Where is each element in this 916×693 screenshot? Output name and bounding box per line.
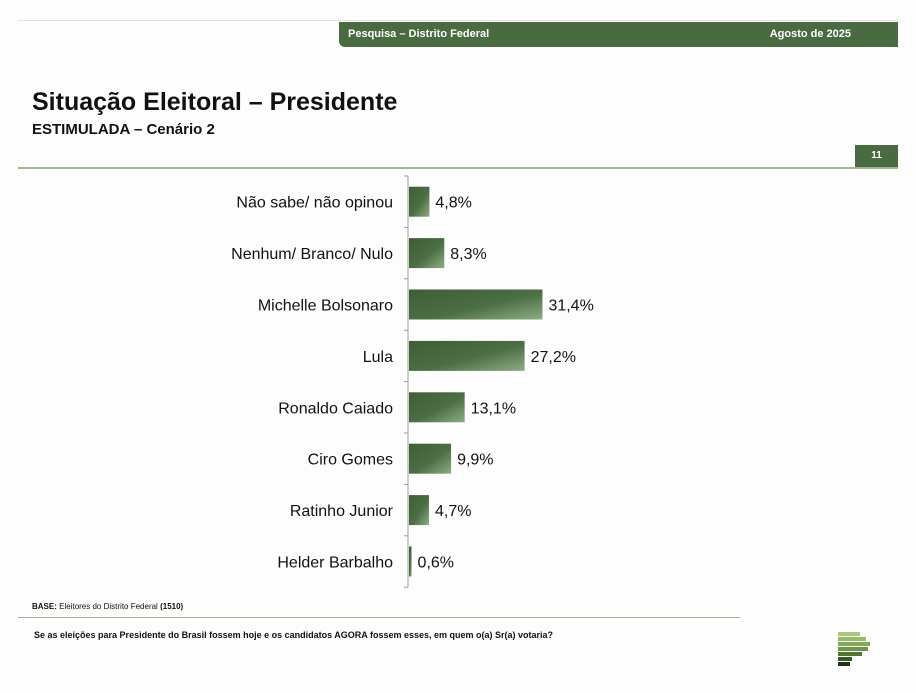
bar — [409, 546, 412, 577]
bar-value-label: 9,9% — [457, 452, 493, 469]
bar — [409, 392, 465, 423]
top-divider — [18, 20, 898, 21]
bar-value-label: 13,1% — [471, 400, 516, 417]
bar — [409, 186, 430, 217]
survey-label: Pesquisa – Distrito Federal — [348, 28, 490, 40]
category-label: Lula — [363, 349, 393, 366]
survey-date: Agosto de 2025 — [769, 28, 851, 40]
page-subtitle: ESTIMULADA – Cenário 2 — [32, 121, 215, 138]
bar-value-label: 8,3% — [450, 246, 486, 263]
page-title: Situação Eleitoral – Presidente — [32, 88, 398, 116]
bar-value-label: 0,6% — [418, 555, 454, 572]
header-bar: Pesquisa – Distrito Federal Agosto de 20… — [339, 22, 898, 47]
bar — [409, 340, 525, 371]
category-label: Ronaldo Caiado — [278, 400, 393, 417]
category-label: Não sabe/ não opinou — [236, 195, 393, 212]
bar-chart: Não sabe/ não opinou 4,8% Nenhum/ Branco/ … — [231, 175, 594, 588]
footer-divider — [18, 617, 740, 618]
brand-logo — [838, 632, 870, 666]
base-count: (1510) — [160, 602, 184, 611]
base-text: Eleitores do Distrito Federal — [59, 602, 158, 611]
bar-value-label: 27,2% — [531, 349, 576, 366]
bar — [409, 443, 452, 474]
survey-question: Se as eleições para Presidente do Brasil… — [34, 630, 554, 640]
bar-value-label: 31,4% — [548, 298, 593, 315]
base-prefix: BASE: — [32, 602, 57, 611]
bar-value-label: 4,7% — [435, 503, 471, 520]
category-label: Michelle Bolsonaro — [258, 298, 393, 315]
bar — [409, 238, 445, 269]
bar-value-label: 4,8% — [435, 195, 471, 212]
page-number-badge: 11 — [855, 145, 898, 167]
base-note: BASE: Eleitores do Distrito Federal (151… — [32, 602, 183, 611]
category-label: Ratinho Junior — [290, 503, 394, 520]
category-label: Ciro Gomes — [308, 452, 393, 469]
title-divider — [18, 167, 898, 169]
category-label: Helder Barbalho — [277, 555, 393, 572]
category-label: Nenhum/ Branco/ Nulo — [231, 246, 393, 263]
bar — [409, 495, 429, 526]
bar — [409, 289, 543, 320]
